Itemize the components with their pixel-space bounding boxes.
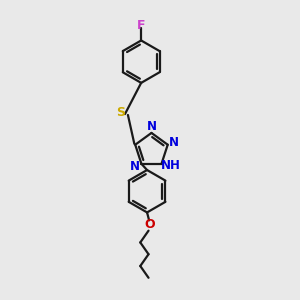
Text: S: S — [116, 106, 125, 119]
Text: NH: NH — [160, 159, 180, 172]
Text: O: O — [145, 218, 155, 231]
Text: F: F — [137, 19, 146, 32]
Text: N: N — [130, 160, 140, 173]
Text: N: N — [147, 120, 157, 133]
Text: N: N — [169, 136, 179, 149]
